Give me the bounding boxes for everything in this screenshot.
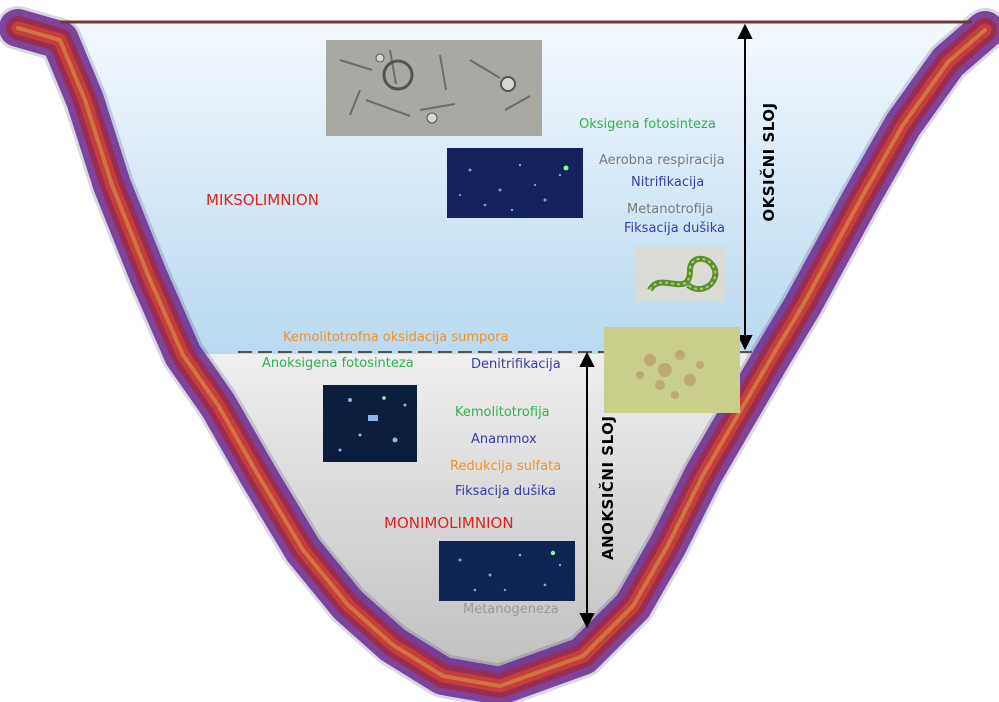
zone-label-mixolimnion: MIKSOLIMNION xyxy=(206,191,319,209)
micrograph-methanogens xyxy=(439,541,575,601)
micrograph-sulfur-bacteria xyxy=(604,327,740,413)
process-methanogenesis: Metanogeneza xyxy=(463,602,559,617)
process-aerobic-respiration: Aerobna respiracija xyxy=(599,153,725,168)
anoxic-layer-arrow xyxy=(579,351,595,629)
micrograph-anoxic-phototrophs xyxy=(323,385,417,462)
process-anammox: Anammox xyxy=(471,432,537,447)
process-sulfate-reduction: Redukcija sulfata xyxy=(450,459,562,474)
zone-label-monimolimnion: MONIMOLIMNION xyxy=(384,514,514,532)
micrograph-diatoms xyxy=(326,40,542,136)
layer-label-anoxic: ANOKSIČNI SLOJ xyxy=(599,415,617,560)
process-nitrification: Nitrifikacija xyxy=(631,175,705,190)
process-denitrification: Denitrifikacija xyxy=(471,357,561,372)
oxic-layer-arrow xyxy=(737,23,753,351)
process-nitrogen-fixation-upper: Fiksacija dušika xyxy=(624,221,726,236)
process-sulfur-oxidation: Kemolitotrofna oksidacija sumpora xyxy=(283,330,509,345)
process-nitrogen-fixation-lower: Fiksacija dušika xyxy=(455,484,557,499)
layer-label-oxic: OKSIČNI SLOJ xyxy=(760,102,778,222)
process-oxygenic-photosynthesis: Oksigena fotosinteza xyxy=(579,117,716,132)
process-methanotrophy: Metanotrofija xyxy=(627,202,714,217)
process-anoxygenic-photosynthesis: Anoksigena fotosinteza xyxy=(262,356,414,371)
sediment-band xyxy=(0,6,999,702)
process-chemolithotrophy: Kemolitotrofija xyxy=(455,405,550,420)
micrograph-nitrifiers xyxy=(447,148,583,218)
micrograph-cyanobacteria xyxy=(635,247,726,302)
